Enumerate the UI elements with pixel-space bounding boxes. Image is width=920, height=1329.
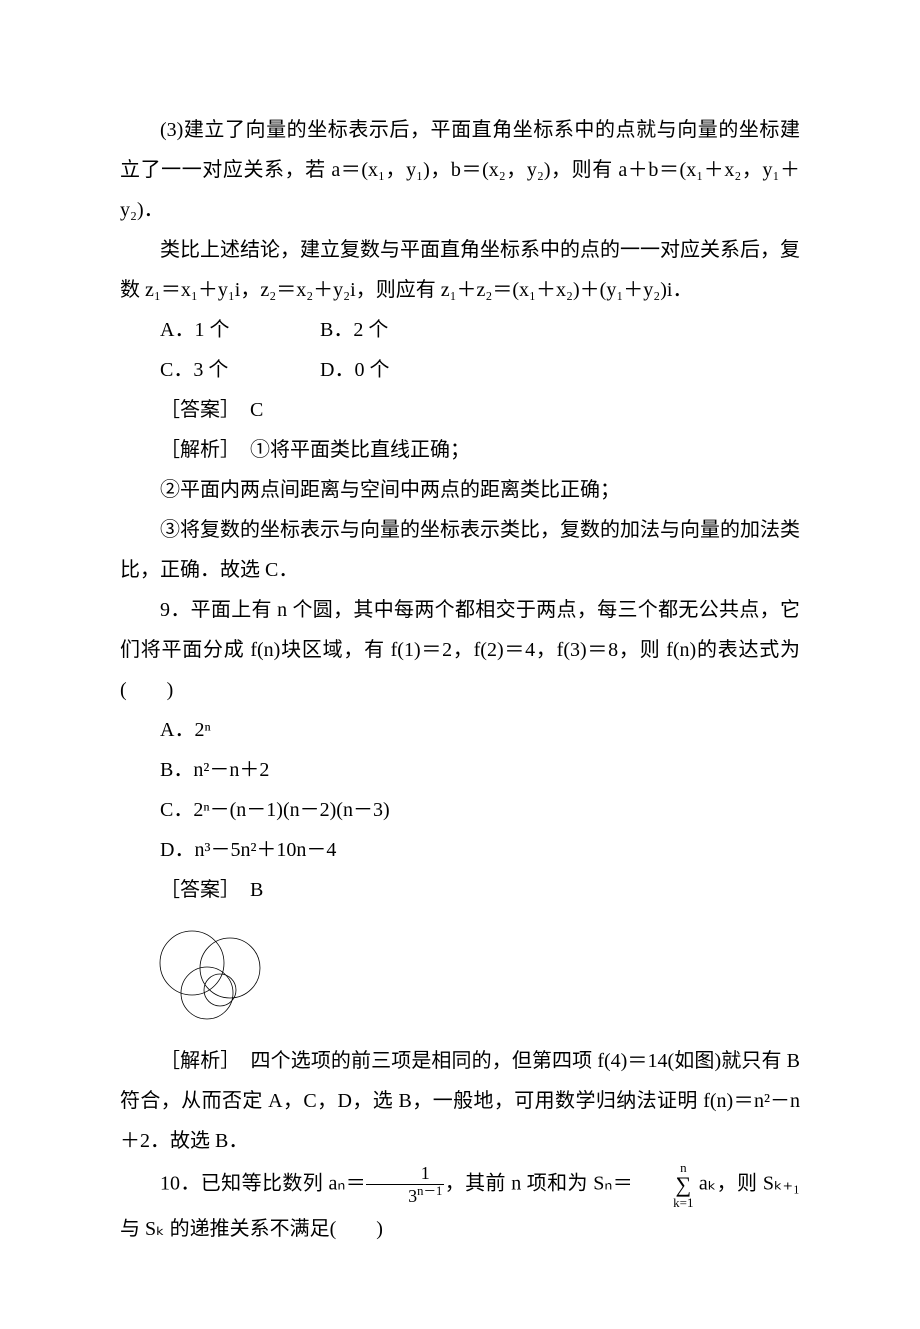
q10-sigma-symbol: ∑ [633,1174,693,1196]
q9-option-a: A．2ⁿ [120,710,800,750]
venn-circles-icon [152,918,282,1028]
q9-expl: ［解析］ 四个选项的前三项是相同的，但第四项 f(4)＝14(如图)就只有 B … [120,1041,800,1161]
q9-option-d: D．n³－5n²＋10n－4 [120,830,800,870]
para-intro3-cont: 类比上述结论，建立复数与平面直角坐标系中的点的一一对应关系后，复数 z₁＝x₁＋… [120,230,800,310]
q8-expl-3: ③将复数的坐标表示与向量的坐标表示类比，复数的加法与向量的加法类比，正确．故选 … [120,510,800,590]
q8-option-d: D．0 个 [320,350,389,390]
q9-diagram [152,918,800,1033]
q8-options-row1: A．1 个 B．2 个 [120,310,800,350]
q9-option-b: B．n²－n＋2 [120,750,800,790]
q10-stem: 10．已知等比数列 aₙ＝13n－1，其前 n 项和为 Sₙ＝n∑k=1 aₖ，… [120,1161,800,1249]
q10-frac-den-exp: n－1 [417,1184,442,1198]
q10-frac-num: 1 [366,1164,444,1184]
q8-option-c: C．3 个 [120,350,320,390]
q8-answer: ［答案］ C [120,390,800,430]
q10-frac-den-base: 3 [408,1186,417,1206]
q9-stem: 9．平面上有 n 个圆，其中每两个都相交于两点，每三个都无公共点，它们将平面分成… [120,590,800,710]
q10-mid1: ，其前 n 项和为 Sₙ＝ [444,1173,633,1195]
para-intro3: (3)建立了向量的坐标表示后，平面直角坐标系中的点就与向量的坐标建立了一一对应关… [120,110,800,230]
q10-prefix: 10．已知等比数列 aₙ＝ [160,1173,366,1195]
q8-option-b: B．2 个 [320,310,388,350]
q8-options-row2: C．3 个 D．0 个 [120,350,800,390]
q8-expl-1: ［解析］ ①将平面类比直线正确； [120,430,800,470]
q9-option-c: C．2ⁿ－(n－1)(n－2)(n－3) [120,790,800,830]
q8-option-a: A．1 个 [120,310,320,350]
q10-sigma: n∑k=1 [633,1161,693,1209]
q10-sigma-bottom: k=1 [633,1196,693,1209]
q10-frac: 13n－1 [366,1164,444,1207]
q10-frac-den: 3n－1 [366,1184,444,1207]
q8-expl-2: ②平面内两点间距离与空间中两点的距离类比正确； [120,470,800,510]
q9-answer: ［答案］ B [120,870,800,910]
